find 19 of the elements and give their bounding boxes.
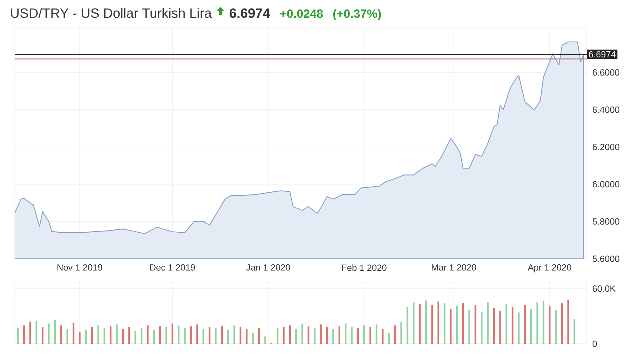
y-tick-label: 6.0000 — [592, 181, 620, 188]
y-tick-label: 0 — [592, 340, 598, 348]
x-tick-label: Apr 1 2020 — [528, 264, 572, 273]
x-tick-label: Nov 1 2019 — [58, 264, 102, 271]
y-tick-label: 6.6000 — [592, 70, 620, 76]
x-tick-label: Mar 1 2020 — [432, 264, 476, 271]
y-tick-label: 5.8000 — [592, 218, 620, 225]
text: 6.6974 — [230, 8, 270, 18]
x-tick-label: Dec 1 2019 — [150, 264, 196, 271]
text: +0.0248 — [280, 10, 324, 18]
y-tick-label: 5.6000 — [592, 256, 620, 262]
text: (+0.37%) — [333, 9, 382, 20]
y-tick-label: 60.0K — [592, 286, 616, 292]
y-tick-label: 6.2000 — [592, 144, 620, 150]
x-tick-label: Jan 1 2020 — [246, 264, 290, 271]
x-tick-label: Feb 1 2020 — [342, 264, 387, 272]
ref-line-label: 6.6974 — [589, 51, 616, 58]
y-tick-label: 6.4000 — [592, 106, 620, 114]
chart-title: USD/TRY - US Dollar Turkish Lira — [11, 8, 212, 18]
